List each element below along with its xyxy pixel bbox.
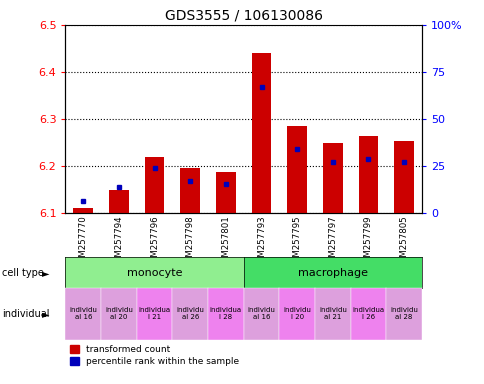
- Text: GSM257799: GSM257799: [363, 215, 372, 268]
- Text: GSM257770: GSM257770: [78, 215, 88, 268]
- Text: individua
l 21: individua l 21: [138, 308, 170, 320]
- Text: monocyte: monocyte: [127, 268, 182, 278]
- Text: macrophage: macrophage: [297, 268, 367, 278]
- Bar: [180, 169, 199, 213]
- Text: individua
l 26: individua l 26: [352, 308, 384, 320]
- Text: individual: individual: [2, 309, 50, 319]
- Text: cell type: cell type: [2, 268, 44, 278]
- Text: individu
al 26: individu al 26: [176, 308, 204, 320]
- Bar: [216, 172, 235, 213]
- Text: ►: ►: [42, 309, 49, 319]
- Bar: [109, 190, 128, 213]
- Title: GDS3555 / 106130086: GDS3555 / 106130086: [165, 8, 322, 22]
- Text: GSM257793: GSM257793: [257, 215, 266, 268]
- Text: GSM257797: GSM257797: [328, 215, 337, 268]
- Text: individu
al 21: individu al 21: [318, 308, 346, 320]
- Text: individu
al 16: individu al 16: [69, 308, 97, 320]
- Text: GSM257798: GSM257798: [185, 215, 195, 268]
- Text: individua
l 28: individua l 28: [210, 308, 242, 320]
- Text: individu
l 20: individu l 20: [283, 308, 310, 320]
- Text: GSM257795: GSM257795: [292, 215, 301, 268]
- Bar: [145, 157, 164, 213]
- Bar: [287, 126, 306, 213]
- Bar: [322, 142, 342, 213]
- Text: ►: ►: [42, 268, 49, 278]
- Text: individu
al 28: individu al 28: [390, 308, 417, 320]
- Bar: [251, 53, 271, 213]
- Text: individu
al 20: individu al 20: [105, 308, 133, 320]
- Text: GSM257805: GSM257805: [399, 215, 408, 268]
- Legend: transformed count, percentile rank within the sample: transformed count, percentile rank withi…: [70, 345, 239, 366]
- Bar: [393, 141, 413, 213]
- Text: GSM257801: GSM257801: [221, 215, 230, 268]
- Text: individu
al 16: individu al 16: [247, 308, 275, 320]
- Bar: [74, 209, 93, 213]
- Text: GSM257794: GSM257794: [114, 215, 123, 268]
- Bar: [358, 136, 378, 213]
- Text: GSM257796: GSM257796: [150, 215, 159, 268]
